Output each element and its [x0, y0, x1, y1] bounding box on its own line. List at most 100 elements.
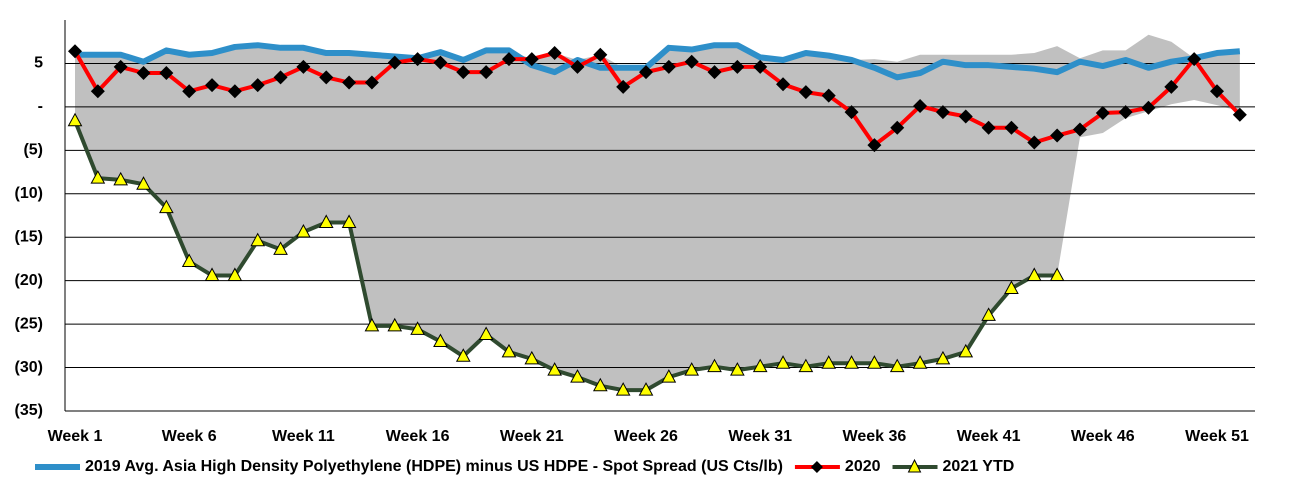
diamond-marker: [707, 65, 722, 80]
diamond-marker: [159, 66, 174, 81]
triangle-marker: [296, 223, 311, 238]
diamond-marker: [913, 99, 928, 114]
diamond-marker: [958, 109, 973, 124]
triangle-marker: [821, 355, 837, 369]
diamond-marker: [90, 84, 105, 99]
triangle-marker: [341, 214, 357, 228]
y-tick-label: (15): [15, 228, 43, 245]
diamond-marker: [1118, 105, 1133, 120]
triangle-marker: [478, 326, 494, 341]
y-tick-label: -: [38, 98, 43, 115]
triangle-marker: [912, 355, 928, 369]
triangle-marker: [181, 253, 197, 268]
x-tick-label: Week 51: [1185, 428, 1249, 445]
y-tick-label: (20): [15, 272, 43, 289]
triangle-marker: [318, 214, 334, 228]
triangle-marker: [67, 112, 83, 127]
diamond-marker: [1072, 122, 1087, 137]
diamond-marker: [479, 65, 494, 80]
diamond-marker: [182, 84, 197, 99]
diamond-marker: [844, 105, 859, 120]
diamond-marker: [935, 105, 950, 120]
diamond-marker: [205, 78, 220, 93]
diamond-marker: [798, 85, 813, 100]
diamond-marker: [570, 59, 585, 74]
triangle-marker: [867, 355, 882, 369]
triangle-marker: [889, 358, 905, 373]
triangle-marker: [707, 358, 722, 373]
triangle-marker: [570, 369, 585, 383]
diamond-marker: [661, 59, 676, 74]
diamond-marker: [593, 47, 608, 62]
diamond-marker: [501, 52, 516, 67]
triangle-marker: [250, 232, 266, 247]
y-tick-label: (10): [15, 185, 43, 202]
diamond-marker: [1141, 100, 1156, 115]
series-line: [73, 50, 1242, 148]
triangle-marker: [136, 176, 151, 190]
y-tick-label: (5): [23, 142, 43, 159]
y-tick-label: (25): [15, 315, 43, 332]
triangle-marker: [524, 350, 540, 365]
triangle-marker: [684, 362, 700, 376]
triangle-marker: [661, 369, 677, 383]
diamond-marker: [1232, 107, 1247, 122]
diamond-marker: [867, 138, 882, 153]
triangle-marker: [204, 267, 220, 281]
triangle-marker: [981, 307, 996, 321]
triangle-marker: [844, 355, 859, 369]
triangle-marker: [90, 170, 106, 184]
diamond-marker: [250, 78, 265, 93]
triangle-marker: [455, 348, 471, 362]
diamond-marker: [1187, 52, 1202, 67]
diamond-marker: [456, 65, 471, 80]
triangle-marker: [730, 362, 745, 376]
triangle-marker: [113, 171, 129, 186]
diamond-marker: [342, 75, 357, 90]
diamond-marker: [1027, 135, 1042, 150]
diamond-marker: [616, 79, 631, 94]
diamond-marker: [730, 59, 745, 74]
diamond-marker: [364, 75, 379, 90]
triangle-marker: [752, 358, 768, 373]
legend-label: 2019 Avg. Asia High Density Polyethylene…: [85, 458, 783, 475]
diamond-marker: [1004, 120, 1019, 135]
diamond-marker: [547, 46, 562, 61]
diamond-marker: [753, 59, 768, 74]
triangle-marker: [935, 350, 951, 365]
diamond-marker: [113, 59, 128, 74]
triangle-marker: [638, 382, 654, 396]
diamond-marker: [981, 120, 996, 135]
diamond-marker: [136, 66, 151, 81]
legend-label: 2020: [845, 458, 881, 475]
x-tick-label: Week 36: [843, 428, 907, 445]
diamond-marker: [821, 88, 836, 103]
legend-marker: [907, 458, 922, 473]
triangle-marker: [227, 267, 243, 281]
diamond-marker: [524, 52, 539, 67]
diamond-marker: [273, 70, 288, 85]
x-tick-label: Week 1: [48, 428, 103, 445]
x-tick-label: Week 16: [386, 428, 450, 445]
x-tick-label: Week 26: [614, 428, 678, 445]
triangle-marker: [364, 317, 380, 332]
triangle-marker: [615, 382, 631, 396]
x-tick-label: Week 46: [1071, 428, 1135, 445]
series-line: [75, 42, 1241, 81]
diamond-marker: [1050, 128, 1065, 143]
diamond-marker: [319, 70, 334, 85]
triangle-marker: [1004, 280, 1019, 294]
triangle-marker: [501, 343, 517, 358]
triangle-marker: [273, 241, 288, 255]
diamond-marker: [684, 54, 699, 69]
triangle-marker: [592, 377, 608, 392]
diamond-marker: [1095, 105, 1110, 120]
y-tick-label: (35): [15, 402, 43, 419]
triangle-marker: [159, 199, 174, 214]
triangle-marker: [1026, 267, 1042, 281]
diamond-marker: [410, 52, 425, 67]
x-tick-label: Week 11: [272, 428, 335, 445]
triangle-marker: [1049, 267, 1065, 281]
x-tick-label: Week 21: [500, 428, 564, 445]
